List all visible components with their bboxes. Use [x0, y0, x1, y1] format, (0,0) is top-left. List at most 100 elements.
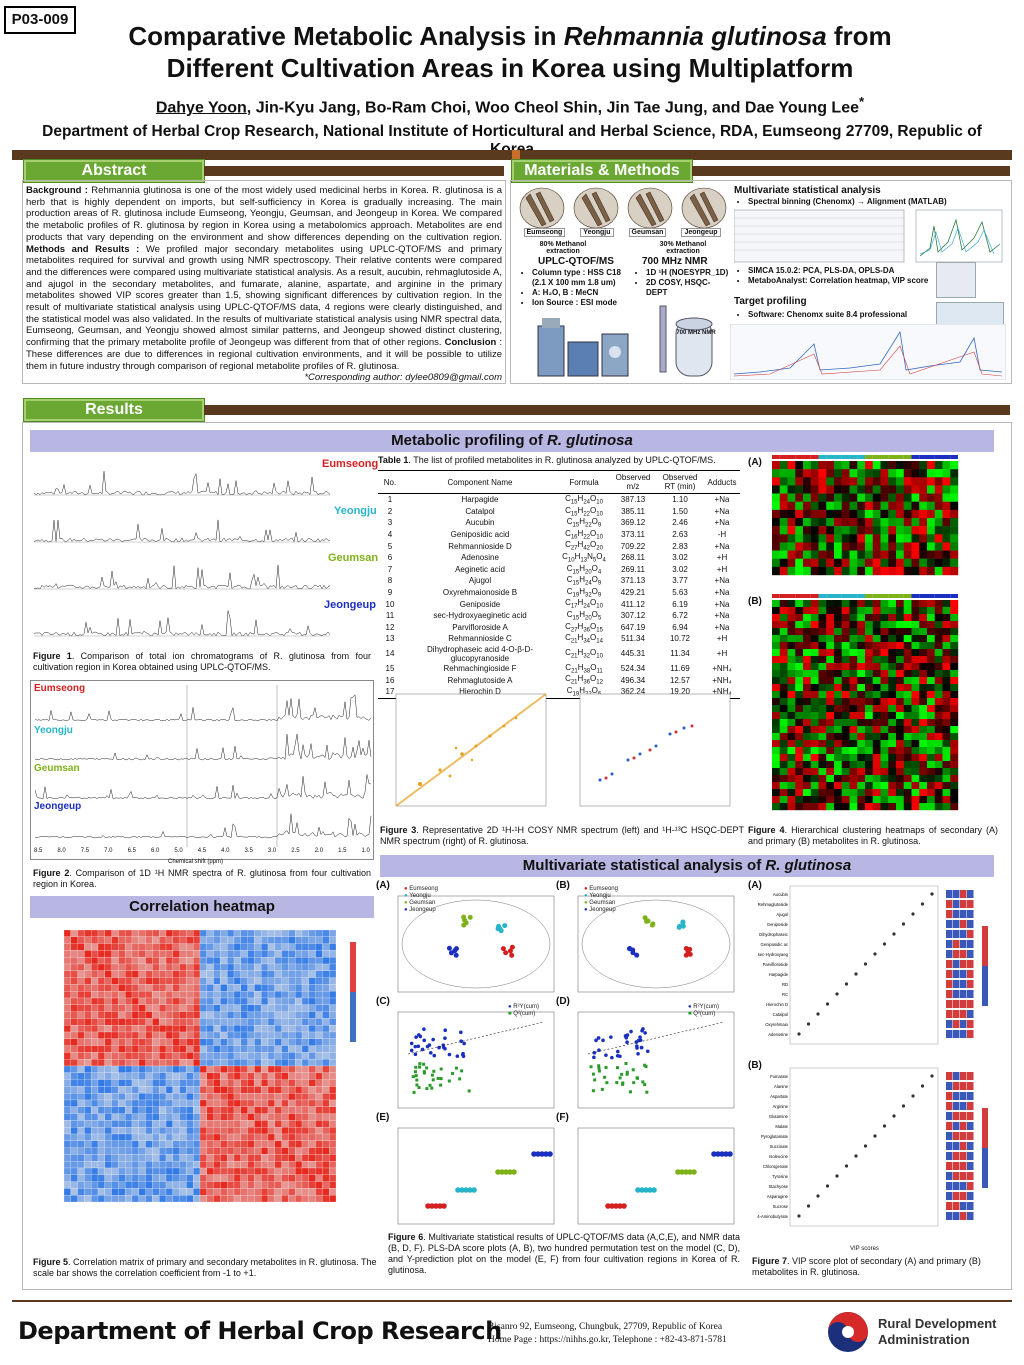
correlation-cell	[193, 1045, 201, 1053]
heatmap-cell	[880, 542, 889, 551]
vip-color-scale	[982, 982, 988, 990]
correlation-cell	[274, 1004, 282, 1012]
correlation-cell	[220, 943, 228, 951]
correlation-cell	[329, 1195, 337, 1203]
table-row: 4 Geniposidic acid C16H22O10 373.11 2.63 -H	[378, 529, 740, 541]
correlation-cell	[315, 1161, 323, 1169]
correlation-cell	[91, 1106, 99, 1114]
heatmap-cell	[857, 719, 866, 727]
correlation-cell	[254, 1167, 262, 1175]
correlation-cell	[165, 1167, 173, 1175]
heatmap-cell	[779, 509, 788, 519]
correlation-cell	[131, 1093, 139, 1101]
heatmap-cell	[911, 656, 920, 664]
correlation-cell	[274, 1052, 282, 1060]
heatmap-cell	[911, 534, 920, 543]
correlation-cell	[91, 1011, 99, 1019]
heatmap-cell	[865, 501, 873, 511]
vip-frame	[789, 885, 939, 1045]
correlation-cell	[193, 1120, 201, 1128]
correlation-cell	[91, 1072, 99, 1080]
vip-group-cell	[967, 960, 974, 968]
heatmap-cell	[810, 691, 819, 699]
correlation-cell	[97, 1147, 105, 1155]
heatmap-cell	[872, 705, 881, 713]
correlation-cell	[118, 957, 126, 965]
figure7-caption: Figure 7. VIP score plot of secondary (A…	[752, 1256, 981, 1277]
correlation-cell	[206, 1065, 214, 1073]
table-cell: 2.63	[672, 530, 688, 540]
correlation-cell	[84, 1004, 92, 1012]
correlation-cell	[247, 1086, 255, 1094]
correlation-cell	[63, 1031, 71, 1039]
perm-q2-point	[632, 1081, 636, 1085]
vip-group-cell	[967, 1152, 974, 1160]
correlation-cell	[111, 1106, 119, 1114]
prediction-point	[711, 1151, 717, 1157]
heatmap-cell	[857, 712, 866, 720]
correlation-cell	[91, 970, 99, 978]
heatmap-group-band	[927, 594, 935, 598]
heatmap-cell	[872, 635, 881, 643]
table-cell: 411.12	[621, 599, 645, 609]
heatmap-cell	[934, 726, 943, 734]
heatmap-cell	[849, 477, 858, 486]
correlation-cell	[295, 1018, 303, 1026]
correlation-cell	[159, 1072, 167, 1080]
heatmap-group-band	[919, 455, 927, 459]
vip-group-cell	[967, 1162, 974, 1170]
perm-q2-point	[591, 1072, 595, 1076]
perm-q2-point	[422, 1062, 426, 1066]
heatmap-cell	[942, 719, 951, 727]
heatmap-cell	[787, 509, 796, 519]
heatmap-cell	[849, 485, 858, 494]
correlation-cell	[84, 1140, 92, 1148]
results-rule	[204, 405, 1010, 415]
correlation-cell	[301, 963, 309, 971]
correlation-cell	[84, 1181, 92, 1189]
correlation-cell	[70, 1079, 78, 1087]
correlation-cell	[274, 1072, 282, 1080]
heatmap-cell	[779, 558, 788, 568]
correlation-cell	[227, 1099, 235, 1107]
heatmap-cell	[927, 719, 935, 727]
correlation-cell	[118, 943, 126, 951]
heatmap-cell	[857, 684, 866, 692]
hotelling-ellipse	[401, 899, 551, 989]
perm-r2-point	[455, 1054, 460, 1058]
heatmap-group-band	[826, 455, 834, 459]
correlation-cell	[84, 970, 92, 978]
heatmap-cell	[826, 607, 835, 615]
heatmap-cell	[772, 677, 780, 685]
perm-r2-point	[420, 1047, 425, 1052]
correlation-cell	[97, 1052, 105, 1060]
perm-q2-point	[631, 1068, 635, 1072]
correlation-cell	[281, 1154, 289, 1162]
correlation-cell	[267, 1086, 275, 1094]
correlation-cell	[233, 1106, 241, 1114]
correlation-cell	[111, 943, 119, 951]
heatmap-cell	[841, 656, 850, 664]
correlation-cell	[206, 950, 214, 958]
correlation-cell	[172, 1147, 180, 1155]
heatmap-cell	[772, 719, 780, 727]
chrom-label-geumsan: Geumsan	[328, 552, 379, 564]
heatmap-cell	[919, 754, 928, 762]
heatmap-cell	[872, 684, 881, 692]
heatmap-cell	[803, 509, 811, 519]
score-point	[507, 948, 513, 954]
correlation-cell	[145, 936, 153, 944]
vip-group-cell	[946, 990, 953, 998]
correlation-cell	[111, 1025, 119, 1033]
table-cell: 14	[385, 649, 395, 659]
correlation-cell	[159, 1099, 167, 1107]
correlation-cell	[159, 1154, 167, 1162]
heatmap-cell	[927, 782, 935, 790]
figure6-mva-plots	[376, 880, 740, 1230]
heatmap-cell	[818, 614, 827, 622]
vip-group-cell	[960, 1132, 967, 1140]
correlation-cell	[70, 1018, 78, 1026]
heatmap-cell	[896, 740, 904, 748]
heatmap-cell	[934, 705, 943, 713]
vip-group-cell	[967, 920, 974, 928]
